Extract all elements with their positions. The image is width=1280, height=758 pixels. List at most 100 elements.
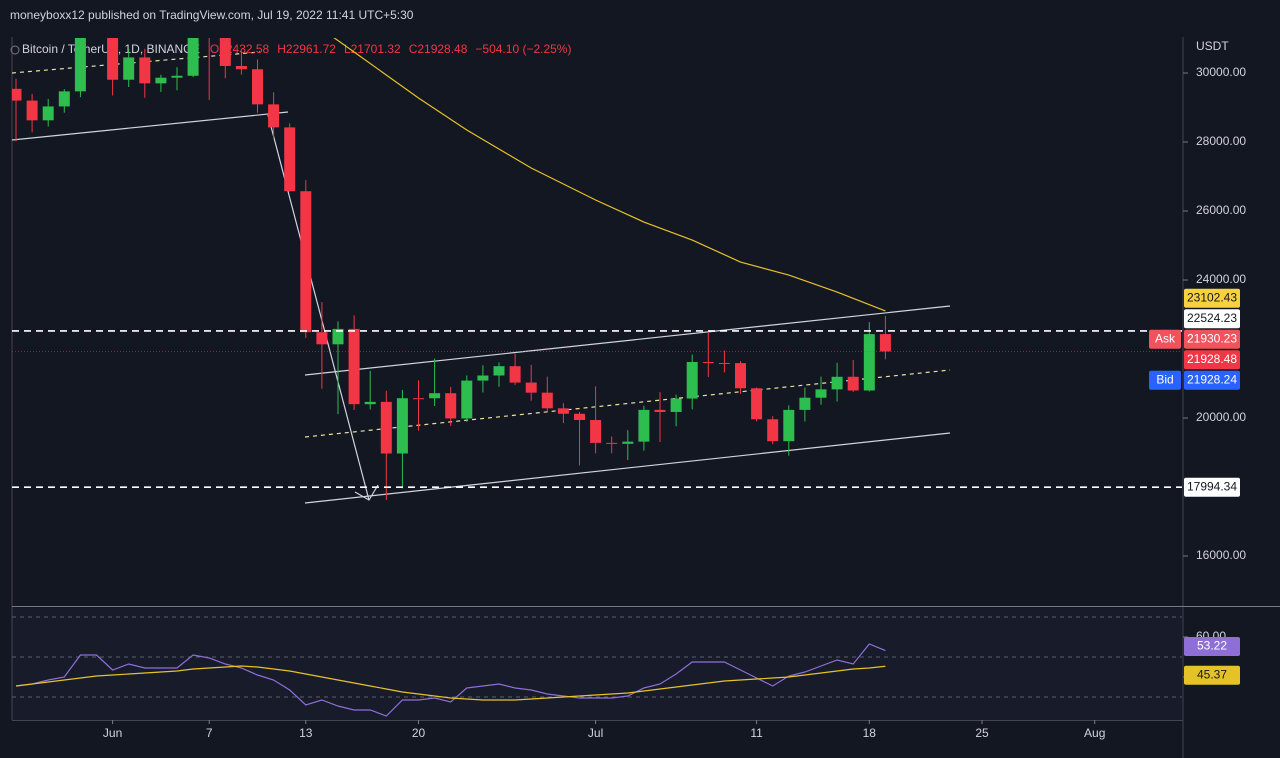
candle-body	[751, 388, 763, 420]
candle-body	[879, 334, 891, 352]
candle-body	[171, 75, 183, 78]
x-tick-label: Aug	[1084, 726, 1105, 740]
candle-body	[847, 376, 859, 391]
publisher: moneyboxx12 published on TradingView.com…	[10, 8, 414, 22]
candle-body	[477, 375, 489, 381]
price-badge	[1184, 477, 1240, 497]
old-channel-low	[12, 111, 289, 141]
candle-body	[493, 366, 505, 376]
candle-body	[42, 106, 54, 121]
candle-body	[590, 420, 602, 443]
price-badge	[1184, 370, 1240, 390]
rsi-line	[15, 643, 886, 717]
candle-body	[654, 409, 666, 412]
candle-body	[557, 408, 569, 414]
x-tick-label: 13	[299, 726, 313, 740]
candle-body	[300, 191, 312, 333]
candle-body	[863, 334, 875, 391]
candle-body	[783, 409, 795, 442]
x-tick-label: Jun	[103, 726, 122, 740]
candle-body	[364, 401, 376, 405]
rsi-badge	[1184, 637, 1240, 657]
ohlc-value: L21701.32	[344, 42, 401, 56]
candle-body	[735, 363, 746, 389]
legend-icon	[10, 45, 20, 55]
ohlc-value: C21928.48	[409, 42, 468, 56]
price-badge-label: 22524.23	[1187, 311, 1237, 325]
price-tag-label: Ask	[1155, 331, 1176, 345]
channel-bottom	[304, 432, 951, 504]
candles	[12, 38, 891, 501]
x-tick-label: 11	[750, 726, 763, 740]
candle-body	[26, 100, 38, 121]
x-tick-label: 20	[412, 726, 426, 740]
price-badge	[1184, 329, 1240, 349]
candle-body	[461, 380, 473, 419]
candle-body	[429, 393, 441, 399]
candle-body	[58, 91, 70, 107]
price-badge	[1184, 309, 1240, 329]
rsi-pane	[12, 608, 1182, 720]
candle-body	[12, 88, 22, 101]
y-tick-label: 16000.00	[1196, 548, 1246, 562]
ohlc-value: H22961.72	[277, 42, 336, 56]
candle-body	[139, 57, 151, 84]
candle-body	[348, 328, 360, 405]
x-tick-label: Jul	[588, 726, 603, 740]
rsi-badge-label: 53.22	[1197, 639, 1227, 653]
price-tag	[1149, 329, 1181, 349]
price-tag-label: Bid	[1156, 372, 1173, 386]
candle-body	[380, 401, 392, 454]
x-tick-label: 25	[975, 726, 989, 740]
candle-body	[815, 389, 827, 398]
candle-body	[622, 441, 634, 444]
candle-body	[219, 38, 231, 66]
legend: Bitcoin / TetherUS, 1D, BINANCE	[10, 42, 200, 56]
price-badge-label: 23102.43	[1187, 290, 1237, 304]
candle-body	[799, 397, 811, 410]
ohlc-value: O22432.58	[210, 42, 270, 56]
candle-body	[702, 361, 714, 364]
candle-body	[396, 398, 408, 454]
candle-body	[445, 393, 457, 419]
candle-body	[574, 413, 585, 421]
y-unit: USDT	[1196, 39, 1229, 53]
candle-body	[509, 366, 521, 383]
candle-body	[525, 382, 537, 393]
y-tick-label: 24000.00	[1196, 272, 1246, 286]
candle-body	[718, 363, 730, 365]
y-tick-label: 20000.00	[1196, 410, 1246, 424]
candle-body	[332, 328, 344, 345]
price-badge	[1184, 288, 1240, 308]
y-tick-label: 30000.00	[1196, 65, 1246, 79]
candle-body	[413, 398, 424, 400]
price-badge-label: 17994.34	[1187, 479, 1237, 493]
candle-body	[686, 361, 698, 399]
rsi-badge-label: 45.37	[1197, 667, 1227, 681]
x-tick-label: 7	[206, 726, 213, 740]
ohlc-value: −504.10 (−2.25%)	[475, 42, 571, 56]
x-tick-label: 18	[863, 726, 877, 740]
candle-body	[155, 77, 167, 84]
candle-body	[123, 57, 135, 80]
channel-top	[304, 305, 951, 376]
candle-body	[252, 69, 263, 105]
candle-body	[316, 332, 328, 345]
candle-body	[767, 419, 779, 442]
moving-average	[333, 38, 886, 312]
price-badge	[1184, 350, 1240, 370]
candle-body	[638, 409, 650, 442]
candle-body	[235, 65, 247, 70]
candle-body	[268, 104, 280, 128]
arrow-head	[354, 484, 379, 501]
price-badge-label: 21928.24	[1187, 372, 1237, 386]
candle-body	[541, 392, 553, 409]
price-badge-label: 21930.23	[1187, 331, 1237, 345]
y-tick-label: 26000.00	[1196, 203, 1246, 217]
old-channel-mid	[12, 51, 261, 74]
candle-body	[284, 127, 296, 192]
rsi-line	[15, 665, 886, 701]
price-badge-label: 21928.48	[1187, 352, 1237, 366]
rsi-badge	[1184, 665, 1240, 685]
